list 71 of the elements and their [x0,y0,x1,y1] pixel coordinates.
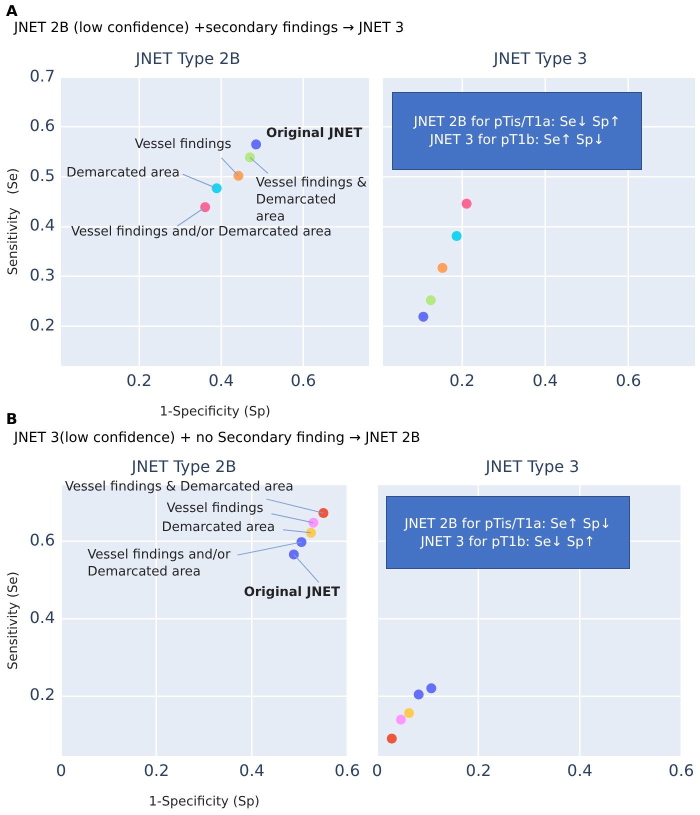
point [437,262,448,273]
x-tick-label: 0.4 [208,370,234,390]
point [306,528,316,538]
point [200,202,210,212]
annotation: Vessel findings [134,137,232,152]
point [212,183,222,194]
x-tick-label: 0.6 [616,370,642,390]
x-tick-label: 0.6 [334,760,360,780]
point [404,708,414,718]
text: JNET 3(low confidence) + no Secondary finding → JNET 2B [14,430,420,446]
annotation: Vessel findings [166,501,264,516]
chart-title: JNET Type 3 [492,48,588,68]
x-tick-label: 0.6 [668,760,694,780]
point [396,714,406,725]
point [296,537,306,548]
point [452,231,462,242]
annotation: Vessel findings & Demarcated area [256,176,367,225]
point [308,518,318,528]
point [251,139,262,150]
y-tick-label: 0.3 [30,266,56,285]
y-tick-label: 0.4 [30,608,56,627]
x-tick-label: 0 [372,760,382,780]
chart-title: JNET Type 3 [484,456,580,476]
y-tick-label: 0.5 [30,166,56,185]
point [462,198,472,209]
x-tick-label: 0.6 [290,370,316,390]
x-axis-title: 1-Specificity (Sp) [148,794,260,810]
point [426,295,436,306]
annotation: Demarcated area [66,166,180,181]
annotation: Original JNET [266,126,362,141]
annotation: Vessel findings and/or Demarcated area [87,547,232,580]
point [414,689,424,700]
text: B [6,410,18,428]
text: A [6,2,18,20]
x-tick-label: 0.2 [126,370,152,390]
y-tick-label: 0.6 [30,530,56,550]
point [426,683,436,694]
chart-title: JNET Type 2B [130,456,236,476]
point [386,734,397,744]
annotation: JNET 3 for pT1b: Se↑ Sp↓ [430,130,604,149]
x-tick-label: 0.2 [466,760,492,780]
point [318,508,328,518]
y-axis-title: Sensitivity (Se) [6,571,22,670]
y-tick-label: 0.2 [30,685,56,704]
point [418,312,428,322]
annotation: Vessel findings and/or Demarcated area [71,224,332,240]
annotation: Demarcated area [162,520,276,536]
note-box: JNET 2B for pTis/T1a: Se↓ Sp↑ JNET 3 for pT1b: Se↑ Sp↓ [392,92,642,170]
annotation: Original JNET [244,584,340,600]
annotation: JNET 3 for pT1b: Se↓ Sp↑ [420,532,596,551]
x-tick-label: 0.4 [532,370,558,390]
x-tick-label: 0.2 [449,370,475,390]
annotation: JNET 2B for pTis/T1a: Se↑ Sp↓ [404,514,612,533]
x-tick-label: 0.4 [567,760,593,780]
y-tick-label: 0.4 [30,216,56,235]
x-tick-label: 0.4 [239,760,265,780]
text: JNET 2B (low confidence) +secondary findings → JNET 3 [14,20,404,36]
annotation: Vessel findings & Demarcated area [65,479,294,494]
annotation: JNET 2B for pTis/T1a: Se↓ Sp↑ [414,112,621,131]
chart-title: JNET Type 2B [134,48,240,68]
point [233,170,244,181]
y-tick-label: 0.7 [30,66,56,86]
point [244,152,255,162]
y-axis-title: Sensitivity (Se) [6,168,22,276]
x-axis-title: 1-Specificity (Sp) [160,404,270,420]
note-box: JNET 2B for pTis/T1a: Se↑ Sp↓ JNET 3 for pT1b: Se↓ Sp↑ [386,496,630,570]
x-tick-label: 0.2 [144,760,170,780]
x-tick-label: 0 [56,760,66,780]
y-tick-label: 0.2 [30,315,56,334]
point [288,549,299,560]
y-tick-label: 0.6 [30,116,56,136]
